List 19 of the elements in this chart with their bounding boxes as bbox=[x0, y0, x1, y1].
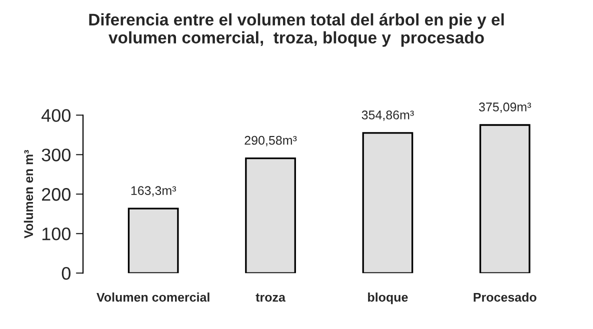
x-tick-label: bloque bbox=[368, 292, 408, 304]
bar bbox=[128, 208, 179, 274]
y-tick-label: 0 bbox=[62, 267, 71, 280]
x-tick-label: Procesado bbox=[474, 292, 536, 302]
x-tick-label: Volumen comercial bbox=[96, 292, 210, 302]
bar bbox=[245, 158, 296, 274]
y-axis-title: Volumen en m³ bbox=[24, 150, 34, 238]
x-tick-label: troza bbox=[256, 293, 286, 302]
y-tick-label: 300 bbox=[42, 148, 71, 162]
data-label: 354,86m³ bbox=[362, 110, 414, 121]
chart-title: Diferencia entre el volumen total del árbol en pie y el volumen comercial, troza, bloque y procesado bbox=[89, 13, 504, 47]
y-tick-label: 100 bbox=[42, 228, 71, 240]
y-tick-label: 200 bbox=[42, 188, 71, 201]
data-label: 163,3m³ bbox=[131, 186, 176, 196]
bar bbox=[362, 132, 414, 274]
bar bbox=[479, 124, 530, 274]
data-label: 290,58m³ bbox=[244, 136, 297, 146]
y-tick-label: 400 bbox=[42, 109, 71, 122]
data-label: 375,09m³ bbox=[478, 102, 532, 113]
